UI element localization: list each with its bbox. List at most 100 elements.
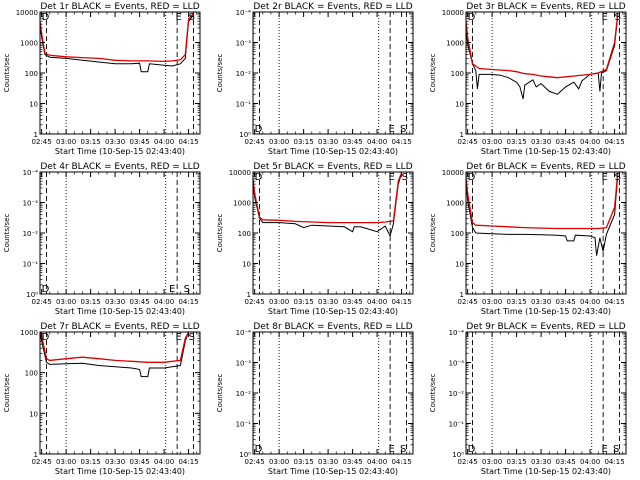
y-tick-label: 10⁰: [452, 451, 464, 459]
x-axis-label: Start Time (10-Sep-15 02:43:40): [268, 147, 398, 156]
marker-e: E: [389, 124, 395, 135]
y-tick-label: 10⁻¹: [449, 421, 465, 429]
y-tick-label: 1000: [446, 40, 464, 48]
marker-e: E: [389, 444, 395, 455]
panel-title: Det 1r BLACK = Events, RED = LLD: [40, 2, 199, 12]
x-tick-label: 02:45: [245, 138, 265, 146]
y-tick-label: 10⁻²: [449, 390, 465, 398]
x-tick-label: 03:15: [294, 458, 314, 466]
y-axis-label: Counts/sec: [3, 374, 11, 413]
x-tick-label: 03:30: [318, 458, 338, 466]
x-tick-label: 02:45: [32, 458, 52, 466]
marker-d: D: [42, 284, 50, 295]
y-tick-label: 10⁻¹: [23, 261, 39, 269]
panel-9: Det 9r BLACK = Events, RED = LLD Counts/s…: [429, 322, 627, 476]
marker-s: S: [189, 12, 195, 23]
y-tick-label: 10⁻³: [236, 40, 252, 48]
panel-1: Det 1r BLACK = Events, RED = LLD Counts/s…: [3, 2, 201, 156]
x-tick-label: 04:15: [604, 298, 624, 306]
y-tick-label: 100: [238, 230, 251, 238]
marker-s: S: [402, 172, 408, 183]
marker-e: E: [169, 284, 175, 295]
y-tick-label: 10⁰: [239, 451, 251, 459]
panel-6: Det 6r BLACK = Events, RED = LLD Counts/s…: [429, 162, 627, 316]
panel-4: Det 4r BLACK = Events, RED = LLD Counts/s…: [3, 162, 201, 316]
panel-title: Det 9r BLACK = Events, RED = LLD: [466, 322, 625, 332]
lld-series-line: [252, 172, 403, 224]
y-axis-label: Counts/sec: [429, 54, 437, 93]
y-tick-label: 10⁻⁴: [449, 329, 465, 337]
y-tick-label: 10⁻¹: [236, 101, 252, 109]
x-tick-label: 04:15: [391, 298, 411, 306]
x-tick-label: 04:00: [154, 298, 174, 306]
marker-s: S: [613, 444, 619, 455]
marker-e: E: [602, 172, 608, 183]
y-tick-label: 10000: [442, 9, 464, 17]
x-axis-label: Start Time (10-Sep-15 02:43:40): [481, 307, 611, 316]
marker-d: D: [468, 12, 476, 23]
x-axis-label: Start Time (10-Sep-15 02:43:40): [268, 467, 398, 476]
y-tick-label: 10: [242, 261, 251, 269]
plot-frame: [39, 171, 201, 295]
x-axis-label: Start Time (10-Sep-15 02:43:40): [55, 147, 185, 156]
panel-title: Det 2r BLACK = Events, RED = LLD: [253, 2, 412, 12]
events-series-line: [39, 14, 194, 73]
marker-e: E: [602, 444, 608, 455]
marker-d: D: [42, 12, 50, 23]
x-tick-label: 03:45: [342, 458, 362, 466]
y-axis-label: Counts/sec: [216, 54, 224, 93]
lld-series-line: [39, 331, 190, 363]
y-tick-label: 10⁻²: [236, 390, 252, 398]
x-tick-label: 04:15: [391, 138, 411, 146]
marker-e: E: [176, 12, 182, 23]
y-tick-label: 1: [34, 131, 38, 139]
x-tick-label: 03:45: [555, 298, 575, 306]
x-tick-label: 03:45: [555, 138, 575, 146]
y-tick-label: 10: [29, 101, 38, 109]
x-axis-label: Start Time (10-Sep-15 02:43:40): [481, 147, 611, 156]
y-tick-label: 1: [460, 131, 464, 139]
lld-series-line: [39, 12, 194, 63]
marker-e: E: [602, 12, 608, 23]
x-tick-label: 04:15: [391, 458, 411, 466]
x-tick-label: 03:45: [129, 138, 149, 146]
panel-7: Det 7r BLACK = Events, RED = LLD Counts/s…: [3, 322, 201, 476]
x-axis-label: Start Time (10-Sep-15 02:43:40): [55, 307, 185, 316]
panel-title: Det 3r BLACK = Events, RED = LLD: [466, 2, 625, 12]
x-tick-label: 04:00: [154, 138, 174, 146]
events-series-line: [465, 14, 619, 100]
x-tick-label: 03:15: [507, 458, 527, 466]
y-tick-label: 10: [29, 410, 38, 418]
x-tick-label: 04:15: [178, 138, 198, 146]
x-tick-label: 02:45: [458, 138, 478, 146]
y-tick-label: 100: [451, 230, 464, 238]
lld-series-line: [465, 13, 619, 79]
y-tick-label: 10000: [16, 9, 38, 17]
y-axis-label: Counts/sec: [429, 374, 437, 413]
y-tick-label: 10⁻³: [449, 360, 465, 368]
x-tick-label: 03:30: [105, 458, 125, 466]
y-tick-label: 10⁻¹: [236, 421, 252, 429]
plot-frame: [39, 11, 201, 135]
x-tick-label: 03:30: [531, 298, 551, 306]
events-series-line: [39, 331, 190, 378]
x-tick-label: 03:00: [56, 138, 76, 146]
x-tick-label: 03:30: [531, 458, 551, 466]
x-tick-label: 03:00: [269, 138, 289, 146]
y-axis-label: Counts/sec: [216, 214, 224, 253]
x-tick-label: 03:45: [129, 298, 149, 306]
x-tick-label: 02:45: [32, 298, 52, 306]
plot-frame: [39, 331, 201, 455]
x-tick-label: 03:15: [294, 298, 314, 306]
x-tick-label: 03:30: [531, 138, 551, 146]
y-tick-label: 1000: [20, 329, 38, 337]
marker-d: D: [468, 172, 476, 183]
x-tick-label: 03:45: [129, 458, 149, 466]
x-tick-label: 03:15: [294, 138, 314, 146]
y-tick-label: 10⁻³: [236, 360, 252, 368]
x-tick-label: 03:45: [342, 138, 362, 146]
panel-title: Det 5r BLACK = Events, RED = LLD: [253, 162, 412, 172]
x-tick-label: 02:45: [32, 138, 52, 146]
y-tick-label: 10: [455, 261, 464, 269]
y-axis-label: Counts/sec: [216, 374, 224, 413]
